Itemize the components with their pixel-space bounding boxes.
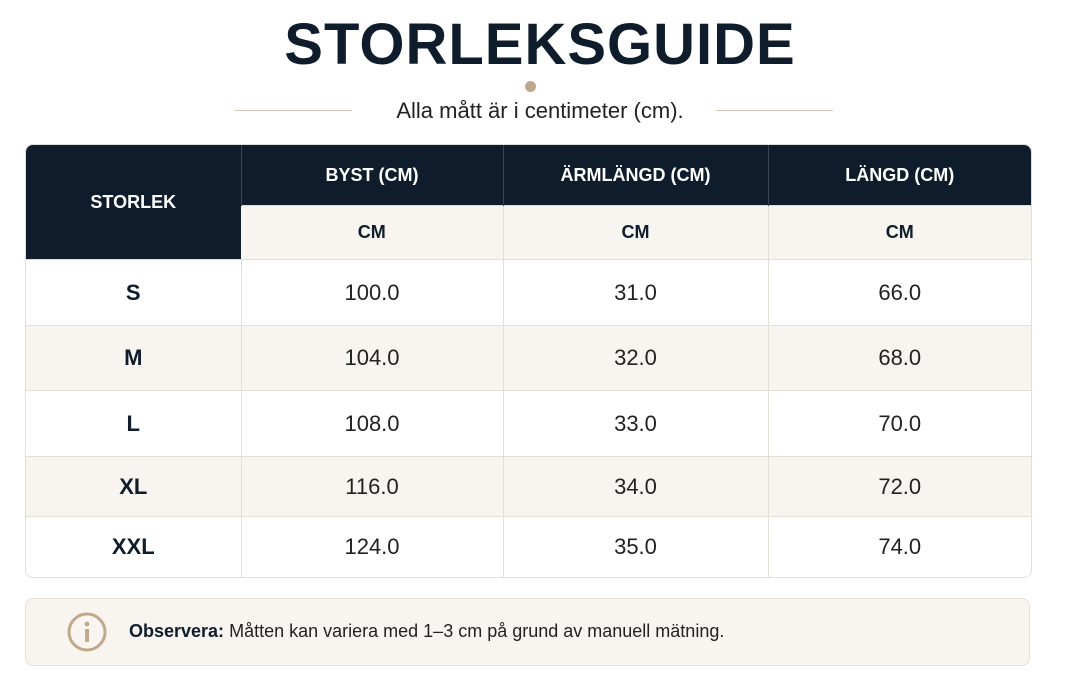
- column-header: BYST (CM): [240, 145, 503, 206]
- value-cell: 124.0: [240, 516, 503, 577]
- decor-rule: [716, 110, 833, 111]
- size-cell: M: [26, 325, 241, 391]
- value-cell: 108.0: [240, 390, 503, 457]
- note-body: Måtten kan variera med 1–3 cm på grund a…: [229, 621, 725, 641]
- note-text: Observera: Måtten kan variera med 1–3 cm…: [129, 621, 724, 642]
- value-cell: 33.0: [502, 390, 768, 457]
- table-row: L 108.0 33.0 70.0: [26, 390, 1031, 457]
- info-icon: [67, 612, 107, 652]
- unit-header: CM: [767, 205, 1031, 260]
- size-cell: XL: [26, 456, 241, 517]
- column-header: LÄNGD (CM): [767, 145, 1031, 206]
- value-cell: 72.0: [767, 456, 1031, 517]
- title: STORLEKSGUIDE: [284, 12, 796, 77]
- header-cell: STORLEK: [26, 145, 241, 260]
- value-cell: 100.0: [240, 259, 503, 326]
- value-cell: 74.0: [767, 516, 1031, 577]
- size-cell: L: [26, 390, 241, 457]
- note: Observera: Måtten kan variera med 1–3 cm…: [25, 598, 1030, 666]
- decor-dot: [525, 81, 536, 92]
- table: STORLEK BYST (CM) ÄRMLÄNGD (CM) LÄNGD (CM)…: [26, 145, 1031, 577]
- value-cell: 70.0: [767, 390, 1031, 457]
- value-cell: 32.0: [502, 325, 768, 391]
- column-header: ÄRMLÄNGD (CM): [502, 145, 768, 206]
- value-cell: 66.0: [767, 259, 1031, 326]
- value-cell: 34.0: [502, 456, 768, 517]
- unit-header: CM: [502, 205, 768, 260]
- value-cell: 68.0: [767, 325, 1031, 391]
- value-cell: 31.0: [502, 259, 768, 326]
- unit-row: CM CM CM: [26, 205, 1031, 260]
- unit-header: CM: [241, 205, 503, 260]
- table-row: XXL 124.0 35.0 74.0: [26, 516, 1031, 577]
- size-cell: S: [26, 259, 241, 326]
- value-cell: 116.0: [240, 456, 503, 517]
- size-table: STORLEK BYST (CM) ÄRMLÄNGD (CM) LÄNGD (CM)…: [25, 144, 1032, 578]
- subtitle: Alla mått är i centimeter (cm).: [396, 98, 684, 123]
- table-body: S 100.0 31.0 66.0 M 104.0 32.0 68.0 L 108.0 33.0 70…: [26, 259, 1031, 577]
- decor-rule: [235, 110, 352, 111]
- size-cell: XXL: [26, 516, 241, 577]
- table-row: M 104.0 32.0 68.0: [26, 325, 1031, 391]
- value-cell: 104.0: [240, 325, 503, 391]
- table-row: XL 116.0 34.0 72.0: [26, 456, 1031, 517]
- table-row: S 100.0 31.0 66.0: [26, 259, 1031, 326]
- note-label: Observera:: [129, 621, 225, 641]
- value-cell: 35.0: [502, 516, 768, 577]
- header-row: STORLEK BYST (CM) ÄRMLÄNGD (CM) LÄNGD (CM): [26, 145, 1031, 260]
